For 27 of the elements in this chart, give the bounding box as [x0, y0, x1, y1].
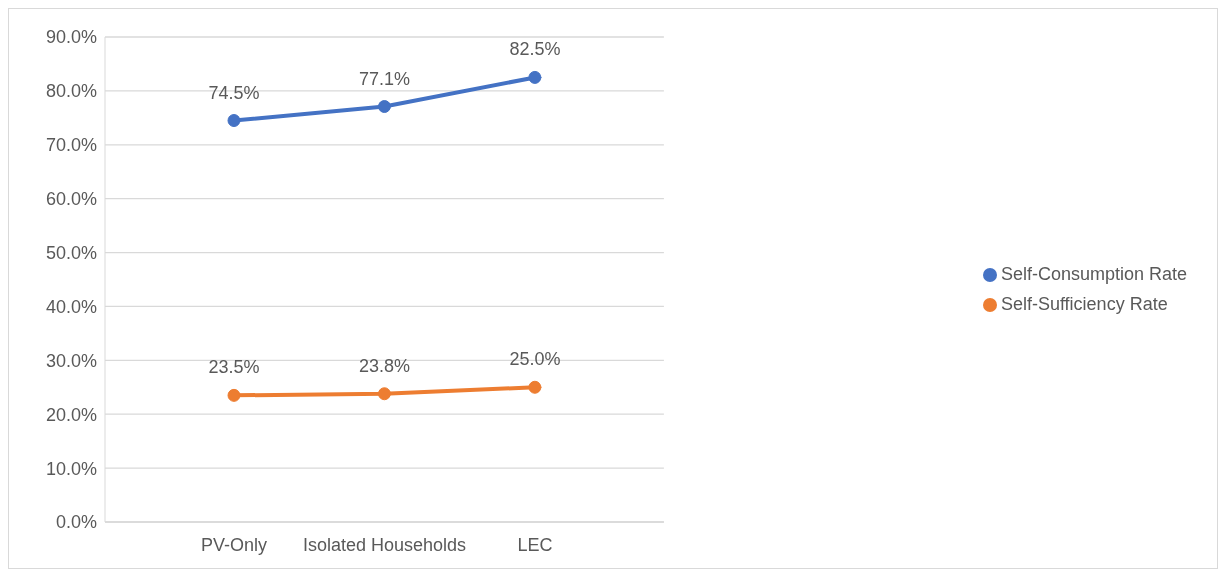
- data-label: 77.1%: [358, 68, 410, 89]
- y-tick-label: 50.0%: [45, 242, 97, 263]
- point: [227, 114, 241, 128]
- y-tick-label: 80.0%: [45, 81, 97, 102]
- data-label: 74.5%: [208, 82, 260, 103]
- data-label: 25.0%: [509, 349, 561, 370]
- y-tick-label: 60.0%: [45, 189, 97, 210]
- y-tick-label: 40.0%: [45, 296, 97, 317]
- legend-label: Self-Consumption Rate: [1000, 263, 1187, 284]
- y-tick-label: 90.0%: [45, 27, 97, 48]
- y-tick-label: 20.0%: [45, 404, 97, 425]
- y-tick-label: 0.0%: [55, 512, 97, 533]
- data-label: 23.8%: [358, 355, 410, 376]
- y-tick-label: 10.0%: [45, 458, 97, 479]
- legend-label: Self-Sufficiency Rate: [1000, 293, 1168, 314]
- x-tick-label: LEC: [517, 534, 553, 555]
- point: [528, 70, 542, 84]
- point: [528, 380, 542, 394]
- x-tick-label: Isolated Households: [302, 534, 467, 555]
- point: [377, 100, 391, 114]
- point: [377, 387, 391, 401]
- x-tick-label: PV-Only: [200, 534, 268, 555]
- y-tick-label: 70.0%: [45, 135, 97, 156]
- point: [227, 388, 241, 402]
- data-label: 23.5%: [208, 357, 260, 378]
- y-tick-label: 30.0%: [45, 350, 97, 371]
- data-label: 82.5%: [509, 39, 561, 60]
